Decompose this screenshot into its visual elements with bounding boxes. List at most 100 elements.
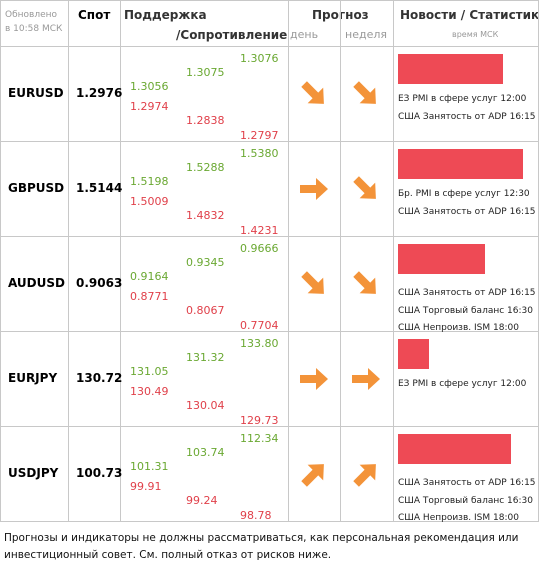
news-list: США Занятость от ADP 16:15 США Торговый б… <box>398 475 536 528</box>
news-item: США Занятость от ADP 16:15 <box>398 206 536 217</box>
news-item: США Занятость от ADP 16:15 <box>398 288 536 298</box>
header-spot: Спот <box>78 8 111 22</box>
news-item: США Торговый баланс 16:30 <box>398 495 533 506</box>
support-level: 130.04 <box>186 399 225 412</box>
column-line <box>68 0 69 521</box>
column-line <box>288 0 289 521</box>
arrow-icon <box>301 271 324 294</box>
updated-line: в 10:58 МСК <box>5 24 63 34</box>
news-list: США Занятость от ADP 16:15 США Торговый б… <box>398 285 536 338</box>
pair: EURUSD <box>8 86 64 100</box>
resistance-level: 1.3076 <box>240 52 279 65</box>
header-news: Новости / Статистика <box>400 8 539 22</box>
news-bar <box>398 434 511 464</box>
arrow-icon <box>353 176 376 199</box>
arrow-icon <box>352 368 380 390</box>
news-item: США Непроизв. ISM 18:00 <box>398 323 519 333</box>
row-line <box>0 46 539 47</box>
arrow-icon <box>301 81 324 104</box>
header-resistance: /Сопротивление <box>176 28 288 42</box>
resistance-level: 112.34 <box>240 432 279 445</box>
forecast-arrow <box>298 173 330 205</box>
support-level: 1.2838 <box>186 114 225 127</box>
pair: AUDUSD <box>8 276 65 290</box>
resistance-level: 131.32 <box>186 351 225 364</box>
pair: USDJPY <box>8 466 59 480</box>
column-line <box>120 0 121 521</box>
row-line <box>0 141 539 142</box>
footer-line: Прогнозы и индикаторы не должны рассматр… <box>4 532 519 544</box>
resistance-level: 1.3056 <box>130 80 169 93</box>
news-item: Бр. PMI в сфере услуг 12:30 <box>398 189 530 199</box>
support-level: 1.2974 <box>130 100 169 113</box>
forecast-arrow <box>298 458 330 490</box>
news-item: США Торговый баланс 16:30 <box>398 305 533 316</box>
support-level: 99.24 <box>186 494 218 507</box>
row-line <box>0 426 539 427</box>
support-level: 1.4231 <box>240 224 279 237</box>
support-level: 130.49 <box>130 385 169 398</box>
footer: Прогнозы и индикаторы не должны рассматр… <box>4 530 518 564</box>
spot: 1.5144 <box>76 181 123 195</box>
support-level: 0.7704 <box>240 319 279 332</box>
resistance-level: 1.5288 <box>186 161 225 174</box>
arrow-icon <box>353 464 376 487</box>
resistance-level: 1.3075 <box>186 66 225 79</box>
updated: Обновлено в 10:58 МСК <box>5 8 62 36</box>
arrow-icon <box>353 81 376 104</box>
support-level: 1.5009 <box>130 195 169 208</box>
resistance-level: 101.31 <box>130 460 169 473</box>
resistance-level: 0.9666 <box>240 242 279 255</box>
header-week: неделя <box>345 28 387 41</box>
support-level: 129.73 <box>240 414 279 427</box>
news-bar <box>398 339 429 369</box>
news-bar <box>398 149 523 179</box>
column-line <box>0 0 1 521</box>
news-list: Бр. PMI в сфере услуг 12:30 США Занятость… <box>398 186 536 221</box>
news-item: ЕЗ PMI в сфере услуг 12:00 <box>398 94 527 104</box>
support-level: 1.4832 <box>186 209 225 222</box>
footer-line: инвестиционный совет. См. полный отказ о… <box>4 549 332 561</box>
forecast-arrow <box>350 458 382 490</box>
news-item: ЕЗ PMI в сфере услуг 12:00 <box>398 379 527 389</box>
forecast-arrow <box>350 268 382 300</box>
news-item: США Занятость от ADP 16:15 <box>398 478 536 488</box>
arrow-icon <box>300 368 328 390</box>
news-item: США Занятость от ADP 16:15 <box>398 111 536 122</box>
support-level: 0.8067 <box>186 304 225 317</box>
row-line <box>0 236 539 237</box>
resistance-level: 133.80 <box>240 337 279 350</box>
forecast-arrow <box>350 173 382 205</box>
row-line <box>0 521 539 522</box>
resistance-level: 103.74 <box>186 446 225 459</box>
forecast-arrow <box>298 268 330 300</box>
row-line <box>0 331 539 332</box>
header-day: день <box>290 28 319 41</box>
spot: 0.9063 <box>76 276 123 290</box>
pair: GBPUSD <box>8 181 65 195</box>
arrow-icon <box>300 178 328 200</box>
spot: 1.2976 <box>76 86 123 100</box>
news-bar <box>398 54 503 84</box>
news-list: ЕЗ PMI в сфере услуг 12:00 США Занятость … <box>398 91 536 126</box>
resistance-level: 1.5380 <box>240 147 279 160</box>
row-line <box>0 0 539 1</box>
forecast-arrow <box>350 78 382 110</box>
updated-line: Обновлено <box>5 10 58 20</box>
news-item: США Непроизв. ISM 18:00 <box>398 513 519 523</box>
support-level: 98.78 <box>240 509 272 522</box>
forecast-arrow <box>298 363 330 395</box>
resistance-level: 0.9345 <box>186 256 225 269</box>
news-bar <box>398 244 486 274</box>
forecast-arrow <box>350 363 382 395</box>
spot: 100.73 <box>76 466 123 480</box>
arrow-icon <box>301 464 324 487</box>
support-level: 0.8771 <box>130 290 169 303</box>
column-line <box>393 0 394 521</box>
arrow-icon <box>353 271 376 294</box>
support-level: 1.2797 <box>240 129 279 142</box>
column-line <box>340 0 341 521</box>
header-news-time: время МСК <box>452 30 499 39</box>
support-level: 99.91 <box>130 480 162 493</box>
